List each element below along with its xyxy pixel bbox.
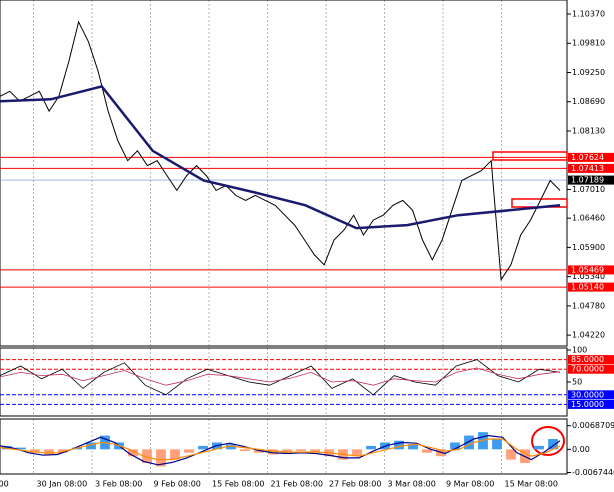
tick-label: 0.00 — [572, 445, 590, 454]
histogram-bar — [534, 445, 544, 450]
level-label-bg — [568, 265, 614, 275]
tick-label: 1.09250 — [572, 68, 605, 77]
time-label: 15 Mar 08:00 — [505, 480, 558, 489]
tick-label: 1.07010 — [572, 185, 605, 194]
level-label-bg — [568, 152, 614, 162]
histogram-bar — [310, 449, 320, 453]
tick-label: 0.0068709 — [572, 421, 614, 430]
histogram-bar — [86, 442, 96, 450]
histogram-bar — [156, 449, 166, 467]
level-label: 85.0000 — [571, 355, 604, 364]
histogram-bar — [492, 439, 502, 450]
histogram-bar — [198, 445, 208, 450]
time-label: 0 08:00 — [0, 480, 9, 489]
level-label-bg — [568, 364, 614, 374]
level-label-bg — [568, 163, 614, 173]
tick-label: 1.08690 — [572, 97, 605, 106]
level-label: 70.0000 — [571, 365, 604, 374]
level-label-bg — [568, 399, 614, 409]
tick-label: 1.04220 — [572, 331, 605, 340]
time-label: 27 Feb 08:00 — [329, 480, 381, 489]
highlight-box — [492, 151, 568, 161]
histogram-bar — [464, 435, 474, 450]
tick-label: 1.09810 — [572, 39, 605, 48]
close-line — [0, 20, 561, 282]
tick-label: 1.06460 — [572, 214, 605, 223]
histogram-bar — [240, 449, 250, 452]
tick-label: 1.05900 — [572, 243, 605, 252]
tick-label: 100 — [572, 346, 587, 355]
histogram-bar — [44, 449, 54, 455]
time-label: 9 Mar 08:00 — [446, 480, 494, 489]
histogram-bar — [170, 449, 180, 460]
signal-line — [0, 438, 561, 461]
tick-label: -0.0067446 — [572, 468, 614, 477]
level-label: 1.07189 — [571, 176, 604, 185]
tick-label: 50 — [572, 378, 582, 387]
histogram-bar — [282, 449, 292, 453]
histogram-bar — [296, 449, 306, 452]
tick-label: 1.10370 — [572, 10, 605, 19]
moving_average-line — [0, 84, 561, 230]
histogram-bar — [268, 449, 278, 455]
histogram-bar — [16, 447, 26, 450]
tick-label: 1.04780 — [572, 301, 605, 310]
histogram-bar — [366, 445, 376, 450]
time-label: 3 Feb 08:00 — [95, 480, 142, 489]
level-label-bg — [568, 390, 614, 400]
tick-label: 1.08130 — [572, 126, 605, 135]
main-line — [0, 434, 561, 466]
highlight-circle — [531, 426, 565, 456]
tick-label: 1.05340 — [572, 272, 605, 281]
price-frame — [0, 0, 568, 347]
level-label: 1.07624 — [571, 153, 604, 162]
time-label: 21 Feb 08:00 — [271, 480, 323, 489]
level-label: 15.0000 — [571, 400, 604, 409]
level-label: 1.07413 — [571, 164, 604, 173]
histogram-bar — [450, 442, 460, 450]
histogram-bar — [184, 449, 194, 453]
histogram-bar — [352, 449, 362, 457]
level-label-bg — [568, 175, 614, 185]
signal-line — [0, 367, 561, 386]
histogram-bar — [422, 449, 432, 453]
level-label: 1.05140 — [571, 283, 604, 292]
level-label: 30.0000 — [571, 390, 604, 399]
histogram-bar — [226, 444, 236, 450]
macd-frame — [0, 418, 568, 475]
histogram-bar — [394, 440, 404, 450]
level-label-bg — [568, 282, 614, 292]
level-label: 1.05469 — [571, 265, 604, 274]
time-label: 3 Mar 08:00 — [388, 480, 436, 489]
level-label-bg — [568, 355, 614, 365]
time-label: 30 Jan 08:00 — [37, 480, 88, 489]
histogram-bar — [30, 449, 40, 453]
histogram-bar — [142, 449, 152, 464]
time-label: 15 Feb 08:00 — [212, 480, 264, 489]
histogram-bar — [506, 449, 516, 460]
histogram-bar — [408, 444, 418, 450]
histogram-bar — [548, 439, 558, 450]
time-label: 9 Feb 08:00 — [154, 480, 201, 489]
histogram-bar — [128, 449, 138, 457]
